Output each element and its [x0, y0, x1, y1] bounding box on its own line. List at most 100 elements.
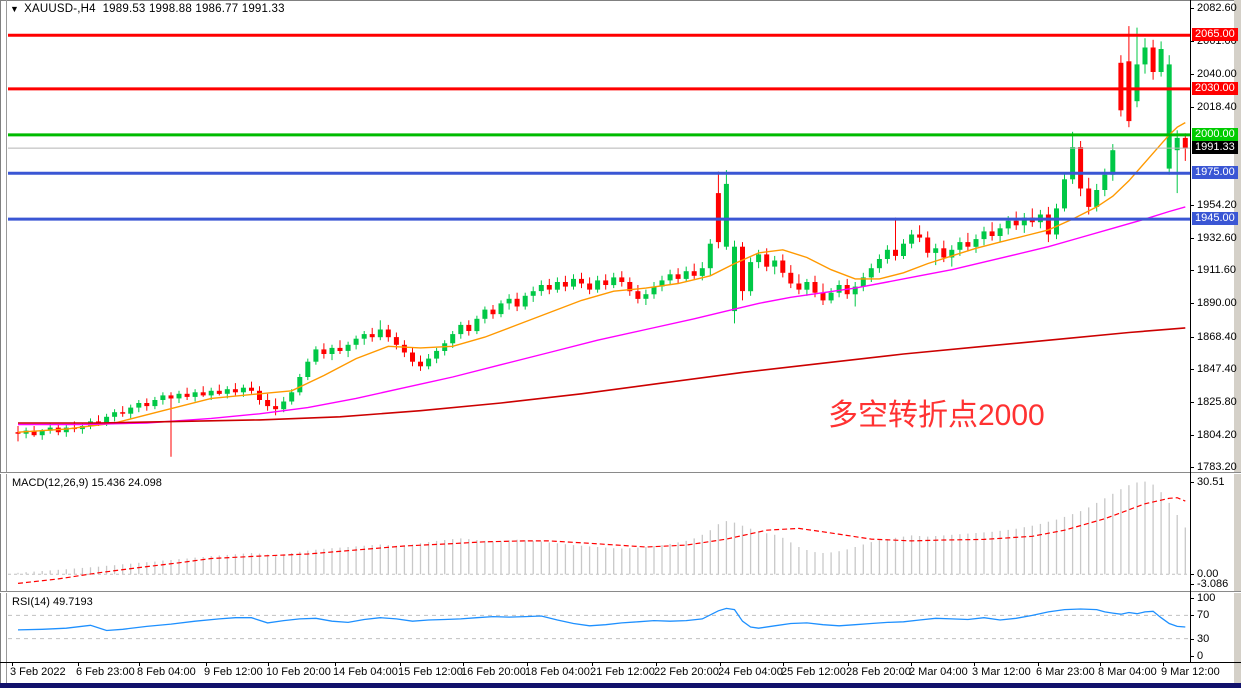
- price-axis-line: [1190, 0, 1191, 662]
- candle-body: [562, 282, 568, 287]
- candle-body: [941, 248, 947, 258]
- candle-body: [168, 395, 174, 399]
- candle-body: [595, 280, 601, 290]
- candle-body: [152, 400, 158, 407]
- price-axis-label: 2082.60: [1197, 2, 1237, 15]
- window-top-border: [0, 0, 1241, 1]
- chart-left-frame: [6, 0, 7, 683]
- candle-body: [1054, 208, 1059, 235]
- candle-body: [1005, 220, 1011, 229]
- window-bottom-bar: [0, 683, 1241, 688]
- quote-close: 1991.33: [241, 3, 285, 15]
- axis-tick: [1190, 467, 1194, 469]
- candle-body: [144, 403, 150, 407]
- time-axis-tick: [592, 662, 593, 666]
- axis-tick: [1190, 336, 1194, 338]
- time-axis-label: 22 Feb 20:00: [654, 666, 719, 678]
- candle-body: [514, 298, 520, 307]
- time-axis-label: 8 Mar 04:00: [1098, 666, 1157, 678]
- rsi-indicator-panel[interactable]: [8, 594, 1190, 667]
- time-axis-tick: [848, 662, 849, 666]
- candle-body: [337, 347, 343, 351]
- candle-body: [748, 262, 754, 292]
- candle-body: [876, 259, 882, 269]
- axis-tick: [1190, 401, 1194, 403]
- candle-body: [1126, 61, 1132, 122]
- candle-body: [160, 395, 166, 400]
- time-axis-label: 15 Feb 12:00: [398, 666, 463, 678]
- rsi-axis-label: 70: [1197, 609, 1210, 622]
- time-axis-label: 9 Feb 12:00: [204, 666, 263, 678]
- candle-body: [868, 268, 874, 278]
- candle-body: [627, 282, 633, 292]
- candle-body: [812, 282, 818, 293]
- time-axis-label: 18 Feb 04:00: [525, 666, 590, 678]
- level-price-badge: 1975.00: [1192, 166, 1238, 180]
- macd-indicator-panel[interactable]: [8, 474, 1190, 593]
- price-axis-label: 1932.60: [1197, 232, 1237, 245]
- candle-body: [345, 344, 351, 351]
- candle-body: [1182, 137, 1188, 149]
- level-price-badge: 2030.00: [1192, 81, 1238, 95]
- window-right-edge: [1234, 0, 1241, 688]
- macd-axis-label: 30.51: [1197, 475, 1225, 488]
- window-left-border: [0, 0, 1, 688]
- candle-body: [208, 390, 214, 396]
- axis-tick: [1190, 270, 1194, 272]
- bid-price-badge: 1991.33: [1192, 141, 1238, 155]
- candle-body: [458, 324, 464, 335]
- time-axis-line: [0, 662, 1241, 663]
- candle-body: [112, 412, 118, 417]
- candle-body: [184, 393, 190, 397]
- rsi-axis-label: 0: [1197, 650, 1204, 662]
- candle-body: [240, 387, 246, 393]
- candle-body: [249, 387, 254, 391]
- axis-tick: [1190, 368, 1194, 370]
- time-axis-label: 8 Feb 04:00: [137, 666, 196, 678]
- quote-high: 1998.88: [148, 3, 192, 15]
- time-axis-tick: [1100, 662, 1101, 666]
- candle-body: [707, 243, 713, 269]
- price-axis-label: 1911.60: [1197, 264, 1236, 277]
- candle-body: [1078, 147, 1084, 189]
- candle-body: [498, 303, 504, 315]
- macd-splitter[interactable]: [0, 472, 1241, 474]
- time-axis-tick: [1038, 662, 1039, 666]
- time-axis-tick: [720, 662, 721, 666]
- price-axis-label: 1868.40: [1197, 330, 1237, 343]
- candle-body: [1045, 214, 1051, 235]
- quote-low: 1986.77: [195, 3, 239, 15]
- time-axis-tick: [463, 662, 464, 666]
- rsi-axis-label: 100: [1197, 592, 1216, 604]
- candle-body: [265, 400, 271, 407]
- candle-body: [772, 260, 778, 267]
- main-price-chart[interactable]: [8, 0, 1190, 477]
- ma-mid-line: [18, 206, 1186, 426]
- candle-body: [361, 334, 367, 339]
- time-axis-label: 9 Mar 12:00: [1161, 666, 1220, 678]
- candle-body: [1062, 179, 1067, 209]
- axis-tick: [1190, 73, 1194, 75]
- axis-tick: [1190, 434, 1194, 436]
- axis-tick: [1190, 598, 1194, 599]
- candle-body: [683, 271, 689, 279]
- axis-tick: [1190, 583, 1194, 585]
- rsi-line: [17, 607, 1186, 632]
- rsi-splitter[interactable]: [0, 591, 1241, 593]
- candle-body: [852, 286, 858, 295]
- candle-body: [474, 318, 480, 332]
- time-axis-label: 3 Mar 12:00: [972, 666, 1031, 678]
- candle-body: [949, 249, 955, 258]
- macd-axis-label: 0.00: [1197, 568, 1219, 581]
- candle-body: [836, 285, 842, 293]
- candle-body: [232, 389, 238, 393]
- candle-body: [418, 361, 423, 367]
- axis-tick: [1190, 106, 1194, 108]
- candle-body: [764, 254, 770, 267]
- candle-body: [385, 329, 391, 338]
- collapse-arrow-icon[interactable]: ▼: [10, 4, 20, 14]
- candle-body: [699, 268, 705, 276]
- candle-body: [659, 280, 665, 287]
- candle-body: [756, 254, 762, 263]
